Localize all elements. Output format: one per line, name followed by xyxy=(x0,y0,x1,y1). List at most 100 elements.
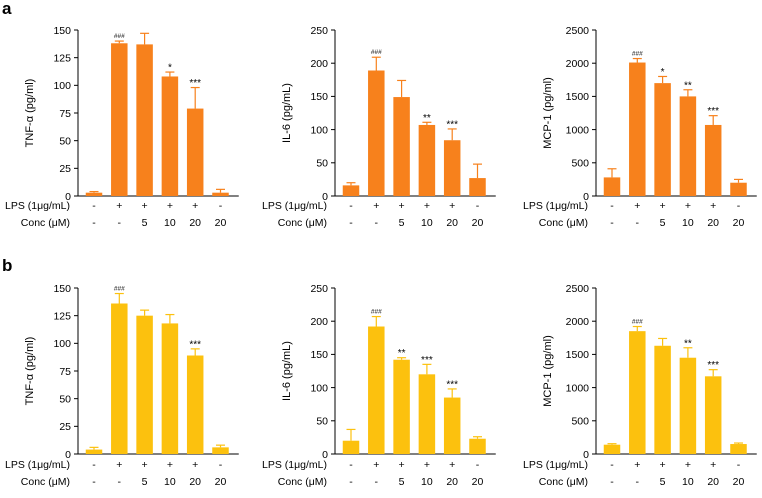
lps-cell: - xyxy=(476,459,480,471)
conc-cell: 10 xyxy=(421,476,433,488)
lps-row-label: LPS (1μg/mL) xyxy=(262,459,327,471)
conc-cell: 20 xyxy=(215,476,227,488)
significance-star: *** xyxy=(421,355,433,366)
y-tick-label: 500 xyxy=(571,416,589,428)
bar xyxy=(654,345,671,454)
bar xyxy=(186,355,204,454)
y-tick-label: 0 xyxy=(322,191,328,203)
bar xyxy=(136,44,153,197)
lps-cell: + xyxy=(116,200,122,212)
conc-cell: 20 xyxy=(472,217,484,229)
chart-b-1: 0 25 50 75 100 125 150 TNF-α (pg/ml) ### *** LPS (… xyxy=(5,283,239,488)
significance-star: * xyxy=(661,67,665,78)
conc-row-label: Conc (μM) xyxy=(278,476,327,488)
significance-star: ** xyxy=(684,80,692,91)
significance-hash: ### xyxy=(632,51,643,58)
lps-cell: + xyxy=(192,200,198,212)
y-tick-label: 50 xyxy=(59,135,71,147)
conc-cell: 20 xyxy=(707,476,719,488)
lps-row-label: LPS (1μg/mL) xyxy=(523,200,588,212)
bar xyxy=(679,96,697,196)
significance-star: *** xyxy=(707,106,719,117)
bar xyxy=(603,177,621,196)
y-tick-label: 125 xyxy=(53,310,71,322)
bar xyxy=(342,185,360,196)
panel-letter-b: b xyxy=(2,256,12,275)
conc-cell: 20 xyxy=(446,217,458,229)
conc-row-label: Conc (μM) xyxy=(539,217,588,229)
y-tick-label: 200 xyxy=(310,316,328,328)
conc-cell: 20 xyxy=(215,217,227,229)
lps-cell: - xyxy=(610,200,614,212)
y-axis-label: IL-6 (pg/mL) xyxy=(281,341,293,401)
lps-cell: + xyxy=(660,459,666,471)
y-tick-label: 2500 xyxy=(566,283,590,295)
conc-cell: - xyxy=(375,217,379,229)
conc-cell: 10 xyxy=(682,476,694,488)
lps-cell: + xyxy=(634,459,640,471)
conc-cell: 20 xyxy=(707,217,719,229)
lps-cell: + xyxy=(373,200,379,212)
bar xyxy=(136,315,153,454)
conc-cell: - xyxy=(349,217,353,229)
bar xyxy=(469,178,486,196)
bar xyxy=(629,62,646,197)
lps-cell: - xyxy=(219,459,223,471)
y-tick-label: 0 xyxy=(65,191,71,203)
y-tick-label: 50 xyxy=(316,416,328,428)
conc-cell: 20 xyxy=(189,476,201,488)
y-tick-label: 2000 xyxy=(566,316,590,328)
significance-star: ** xyxy=(684,338,692,349)
bar xyxy=(730,444,747,454)
conc-cell: - xyxy=(610,217,614,229)
conc-row-label: Conc (μM) xyxy=(278,217,327,229)
lps-cell: - xyxy=(737,459,741,471)
conc-cell: 20 xyxy=(733,476,745,488)
lps-cell: - xyxy=(349,200,353,212)
y-tick-label: 2000 xyxy=(566,58,590,70)
significance-star: ** xyxy=(398,348,406,359)
y-tick-label: 1000 xyxy=(566,382,590,394)
y-tick-label: 2500 xyxy=(566,25,590,37)
y-tick-label: 250 xyxy=(310,25,328,37)
significance-star: *** xyxy=(446,379,458,390)
conc-cell: 20 xyxy=(189,217,201,229)
conc-cell: 10 xyxy=(164,476,176,488)
bar xyxy=(443,397,461,454)
bar xyxy=(443,140,461,196)
bar xyxy=(368,326,385,454)
significance-star: *** xyxy=(189,78,201,89)
bar xyxy=(730,182,747,196)
panel-letter-a: a xyxy=(2,0,12,18)
y-tick-label: 150 xyxy=(310,349,328,361)
conc-cell: 20 xyxy=(472,476,484,488)
y-tick-label: 75 xyxy=(59,366,71,378)
lps-cell: + xyxy=(710,459,716,471)
y-tick-label: 100 xyxy=(53,80,71,92)
lps-cell: + xyxy=(373,459,379,471)
lps-cell: + xyxy=(449,459,455,471)
conc-cell: 5 xyxy=(399,476,405,488)
bar xyxy=(654,83,671,196)
y-tick-label: 200 xyxy=(310,58,328,70)
conc-cell: 20 xyxy=(733,217,745,229)
y-axis-label: TNF-α (pg/ml) xyxy=(24,79,36,148)
y-tick-label: 125 xyxy=(53,52,71,64)
bar xyxy=(679,357,697,454)
significance-hash: ### xyxy=(371,309,382,316)
lps-cell: + xyxy=(685,459,691,471)
lps-cell: + xyxy=(167,200,173,212)
lps-cell: + xyxy=(142,200,148,212)
lps-cell: + xyxy=(167,459,173,471)
conc-cell: 5 xyxy=(660,476,666,488)
y-tick-label: 0 xyxy=(583,449,589,461)
lps-cell: - xyxy=(219,200,223,212)
y-tick-label: 100 xyxy=(53,338,71,350)
bar xyxy=(212,447,229,454)
significance-hash: ### xyxy=(114,33,125,40)
bar xyxy=(368,70,385,196)
lps-cell: + xyxy=(634,200,640,212)
